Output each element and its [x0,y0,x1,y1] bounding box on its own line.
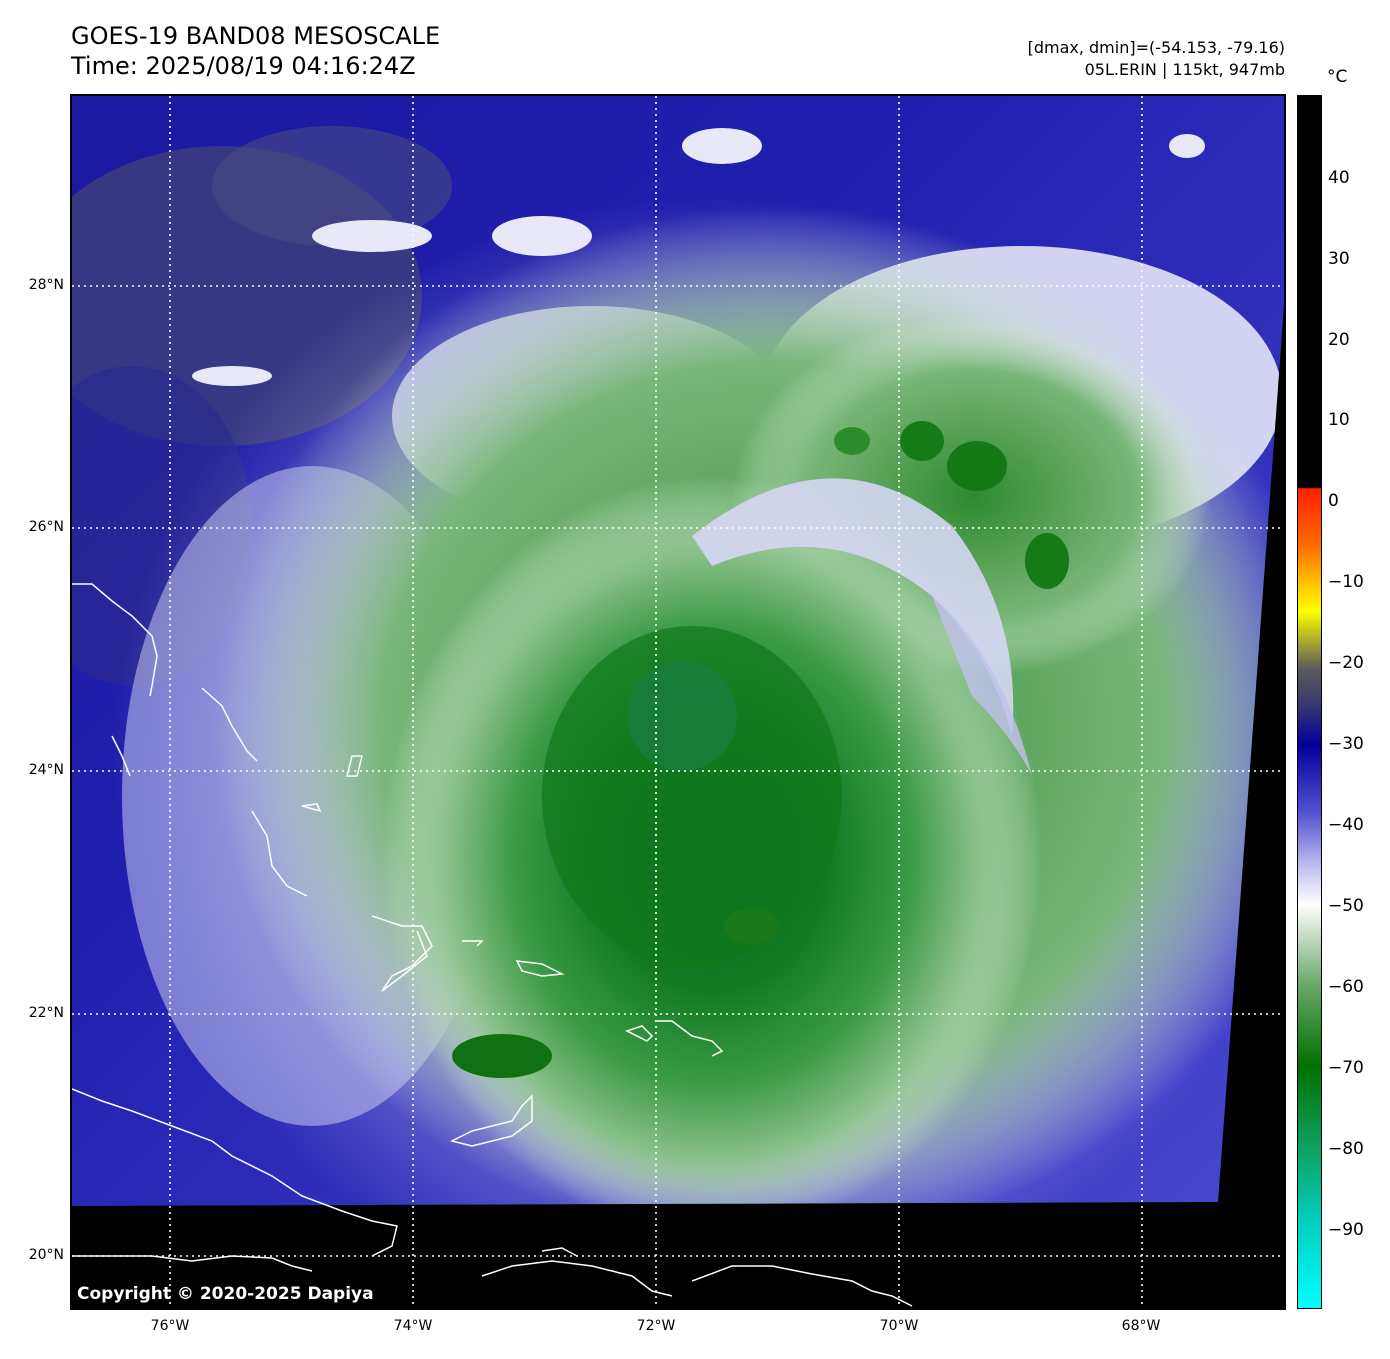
lon-label-72w: 72°W [636,1318,676,1334]
figure-time: Time: 2025/08/19 04:16:24Z [71,52,416,80]
colorbar-tick: 40 [1328,168,1350,188]
colorbar [1297,95,1322,1309]
colorbar-tick: −70 [1328,1058,1364,1078]
colorbar-tick: −90 [1328,1220,1364,1240]
colorbar-tick: −10 [1328,572,1364,592]
colorbar-tick: −20 [1328,653,1364,673]
satellite-map [70,94,1286,1310]
colorbar-tick: −80 [1328,1139,1364,1159]
colorbar-tick: 30 [1328,249,1350,269]
lat-label-26n: 26°N [28,519,64,535]
colorbar-unit: °C [1327,67,1348,87]
colorbar-tick: −50 [1328,896,1364,916]
satellite-image [72,96,1284,1308]
lat-label-24n: 24°N [28,762,64,778]
figure-title: GOES-19 BAND08 MESOSCALE [71,22,441,50]
lon-label-70w: 70°W [879,1318,919,1334]
lat-label-22n: 22°N [28,1005,64,1021]
colorbar-tick: 0 [1328,491,1339,511]
lat-label-20n: 20°N [28,1247,64,1263]
lon-label-68w: 68°W [1121,1318,1161,1334]
colorbar-tick: −30 [1328,734,1364,754]
colorbar-tick: −40 [1328,815,1364,835]
copyright-text: Copyright © 2020-2025 Dapiya [77,1284,374,1304]
colorbar-tick: −60 [1328,977,1364,997]
storm-info: 05L.ERIN | 115kt, 947mb [1084,60,1285,79]
lon-label-74w: 74°W [393,1318,433,1334]
lat-label-28n: 28°N [28,277,64,293]
colorbar-tick: 20 [1328,330,1350,350]
lon-label-76w: 76°W [150,1318,190,1334]
colorbar-tick: 10 [1328,410,1350,430]
range-text: [dmax, dmin]=(-54.153, -79.16) [1027,38,1285,57]
